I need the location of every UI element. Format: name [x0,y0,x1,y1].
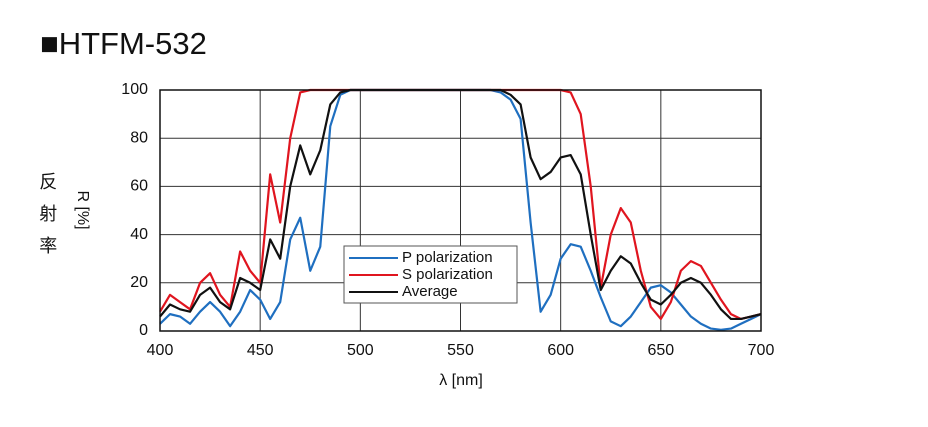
x-tick-label: 650 [647,342,674,359]
x-tick-label: 700 [748,342,775,359]
x-axis-label: λ [nm] [439,372,483,389]
legend-label: S polarization [402,266,493,283]
x-tick-label: 550 [447,342,474,359]
chart-title: ■HTFM-532 [40,26,207,61]
legend-label: Average [402,283,458,300]
x-tick-label: 500 [347,342,374,359]
x-tick-label: 400 [147,342,174,359]
y-tick-label: 40 [130,226,148,243]
y-axis-label-jp: 反射率 [37,172,57,268]
y-tick-label: 80 [130,129,148,146]
y-tick-label: 100 [121,81,148,98]
x-tick-label: 600 [547,342,574,359]
legend-label: P polarization [402,249,493,266]
x-tick-label: 450 [247,342,274,359]
plot-border [159,89,762,332]
y-tick-label: 60 [130,178,148,195]
y-tick-label: 0 [139,322,148,339]
y-tick-label: 20 [130,274,148,291]
y-axis-label: R [%] [74,190,91,229]
